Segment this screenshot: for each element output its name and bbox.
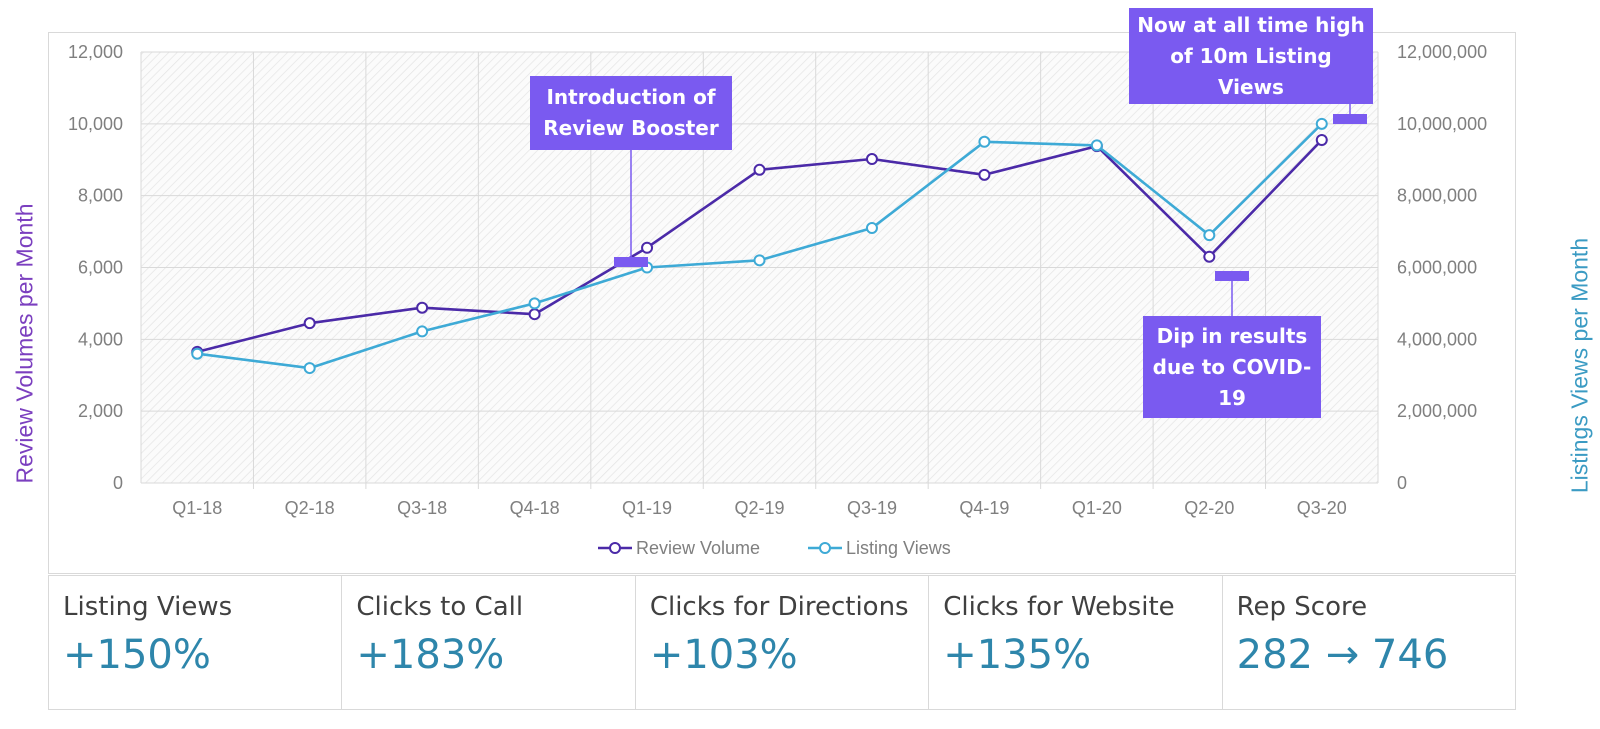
data-point-review-volume (978, 168, 991, 181)
y-left-tick-label: 12,000 (68, 42, 123, 62)
chart-frame (48, 32, 1516, 574)
kpi-label: Clicks for Website (943, 592, 1175, 622)
kpi-value: +183% (356, 632, 505, 678)
y-left-tick-label: 0 (113, 473, 123, 493)
y-right-tick-label: 10,000,000 (1397, 114, 1487, 134)
kpi-label: Rep Score (1236, 592, 1368, 622)
data-point-listing-views (978, 135, 991, 148)
y-right-tick-label: 8,000,000 (1397, 186, 1477, 206)
x-tick-label: Q3-20 (1297, 498, 1347, 518)
y-right-tick-label: 6,000,000 (1397, 258, 1477, 278)
data-point-review-volume (303, 317, 316, 330)
data-point-listing-views (1090, 139, 1103, 152)
x-tick-label: Q1-19 (622, 498, 672, 518)
y-right-tick-label: 0 (1397, 473, 1407, 493)
kpi-label: Listing Views (63, 592, 233, 622)
x-tick-label: Q3-19 (847, 498, 897, 518)
kpi-clicks-for-website: Clicks for Website +135% (929, 576, 1223, 709)
kpi-clicks-for-directions: Clicks for Directions +103% (636, 576, 930, 709)
data-point-listing-views (303, 362, 316, 375)
data-point-listing-views (753, 254, 766, 267)
data-point-listing-views (865, 221, 878, 234)
data-point-review-volume (528, 308, 541, 321)
kpi-label: Clicks to Call (356, 592, 524, 622)
x-tick-label: Q1-20 (1072, 498, 1122, 518)
legend-marker-review-volume (609, 542, 621, 554)
data-point-listing-views (416, 325, 429, 338)
legend-label-listing-views: Listing Views (846, 538, 951, 558)
y-right-tick-label: 4,000,000 (1397, 329, 1477, 349)
y-right-tick-label: 12,000,000 (1397, 42, 1487, 62)
y-right-tick-label: 2,000,000 (1397, 401, 1477, 421)
kpi-value: +135% (943, 632, 1092, 678)
y-left-tick-label: 4,000 (78, 329, 123, 349)
x-tick-label: Q2-18 (285, 498, 335, 518)
data-point-listing-views (528, 297, 541, 310)
data-point-listing-views (1203, 229, 1216, 242)
y-left-tick-label: 10,000 (68, 114, 123, 134)
data-point-listing-views (1315, 117, 1328, 130)
kpi-value: 282 → 746 (1236, 632, 1449, 678)
annotation-covid-dip: Dip in results due to COVID-19 (1143, 316, 1321, 418)
kpi-value: +150% (63, 632, 211, 678)
data-point-review-volume (865, 153, 878, 166)
data-point-listing-views (191, 347, 204, 360)
data-point-review-volume (641, 241, 654, 254)
x-tick-label: Q1-18 (172, 498, 222, 518)
annotation-review-booster: Introduction of Review Booster (530, 76, 732, 150)
kpi-rep-score: Rep Score 282 → 746 (1223, 576, 1515, 709)
data-point-review-volume (1315, 133, 1328, 146)
marker-covid-dip (1215, 271, 1249, 281)
kpi-row: Listing Views +150% Clicks to Call +183%… (48, 575, 1516, 710)
x-tick-label: Q4-18 (510, 498, 560, 518)
kpi-label: Clicks for Directions (649, 592, 909, 622)
kpi-value: +103% (649, 632, 798, 678)
legend-marker-listing-views (819, 542, 831, 554)
legend-label-review-volume: Review Volume (636, 538, 760, 558)
data-point-review-volume (753, 163, 766, 176)
kpi-listing-views: Listing Views +150% (49, 576, 343, 709)
y-axis-left-title: Review Volumes per Month (11, 203, 38, 484)
marker-all-time-high (1333, 114, 1367, 124)
annotation-all-time-high: Now at all time high of 10m Listing View… (1129, 8, 1373, 104)
x-tick-label: Q4-19 (959, 498, 1009, 518)
data-point-review-volume (416, 301, 429, 314)
y-axis-right-title: Listings Views per Month (1566, 237, 1593, 494)
kpi-clicks-to-call: Clicks to Call +183% (342, 576, 636, 709)
x-tick-label: Q2-20 (1184, 498, 1234, 518)
marker-review-booster (614, 257, 648, 267)
y-left-tick-label: 2,000 (78, 401, 123, 421)
x-tick-label: Q3-18 (397, 498, 447, 518)
data-point-review-volume (1203, 250, 1216, 263)
y-left-tick-label: 6,000 (78, 258, 123, 278)
y-left-tick-label: 8,000 (78, 186, 123, 206)
x-tick-label: Q2-19 (734, 498, 784, 518)
